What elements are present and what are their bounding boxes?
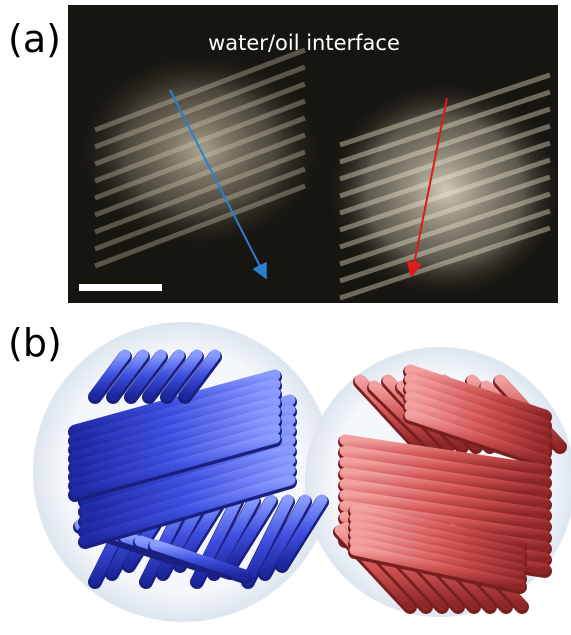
caption: water/oil interface (208, 31, 400, 55)
page: water/oil interface (a) (b) (() => { con… (0, 0, 571, 635)
scale-bar (79, 284, 162, 291)
figure: water/oil interface (a) (b) (0, 0, 571, 635)
panel-label: (b) (8, 321, 62, 365)
panel-label: (a) (8, 17, 61, 61)
